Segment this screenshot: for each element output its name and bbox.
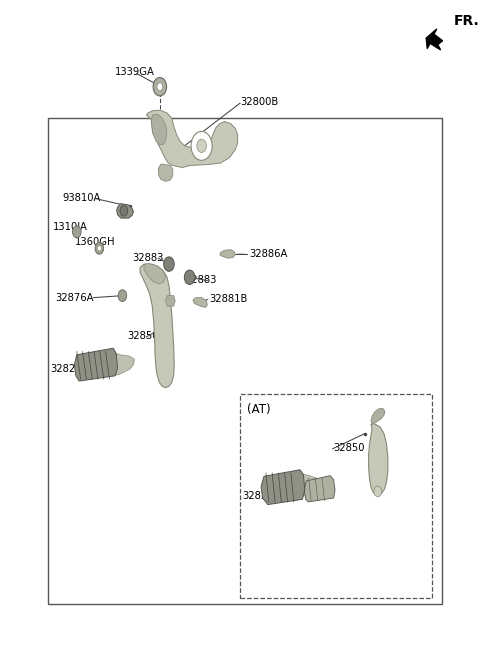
Text: 32881B: 32881B: [209, 294, 247, 304]
Circle shape: [95, 242, 104, 254]
Polygon shape: [112, 353, 134, 376]
Polygon shape: [369, 424, 388, 495]
Text: 32800B: 32800B: [240, 97, 278, 107]
Text: FR.: FR.: [454, 14, 480, 28]
Text: 32876A: 32876A: [55, 292, 94, 303]
Text: 1310JA: 1310JA: [53, 221, 88, 232]
Circle shape: [184, 270, 195, 284]
Polygon shape: [158, 164, 173, 181]
Circle shape: [120, 206, 128, 216]
Polygon shape: [151, 114, 167, 145]
Circle shape: [374, 486, 382, 497]
Text: 32825: 32825: [50, 364, 82, 374]
Circle shape: [72, 226, 81, 238]
Text: 32883: 32883: [132, 252, 163, 263]
Bar: [240, 394, 432, 598]
Polygon shape: [117, 204, 133, 218]
Circle shape: [191, 131, 212, 160]
Circle shape: [197, 139, 206, 152]
Polygon shape: [146, 110, 238, 168]
Polygon shape: [426, 29, 443, 50]
Text: 32886A: 32886A: [250, 248, 288, 259]
Text: 32850: 32850: [334, 443, 365, 453]
Text: 93810A: 93810A: [62, 193, 101, 204]
Circle shape: [153, 78, 167, 96]
Text: 1360GH: 1360GH: [74, 237, 115, 247]
Text: 32825A: 32825A: [242, 491, 281, 501]
Polygon shape: [304, 476, 335, 502]
Polygon shape: [220, 250, 235, 258]
Circle shape: [164, 257, 174, 271]
Circle shape: [97, 246, 101, 251]
Polygon shape: [193, 298, 207, 307]
Circle shape: [118, 290, 127, 302]
Text: 1339GA: 1339GA: [115, 67, 155, 78]
Polygon shape: [300, 474, 322, 497]
Polygon shape: [371, 409, 385, 424]
Text: 32850: 32850: [127, 331, 159, 342]
Polygon shape: [140, 264, 174, 388]
Polygon shape: [261, 470, 305, 505]
Text: 32883: 32883: [185, 275, 216, 285]
Bar: [48, 118, 442, 604]
Circle shape: [157, 83, 163, 91]
Polygon shape: [74, 348, 118, 381]
Polygon shape: [144, 263, 166, 284]
Polygon shape: [166, 296, 175, 306]
Text: (AT): (AT): [247, 403, 271, 416]
